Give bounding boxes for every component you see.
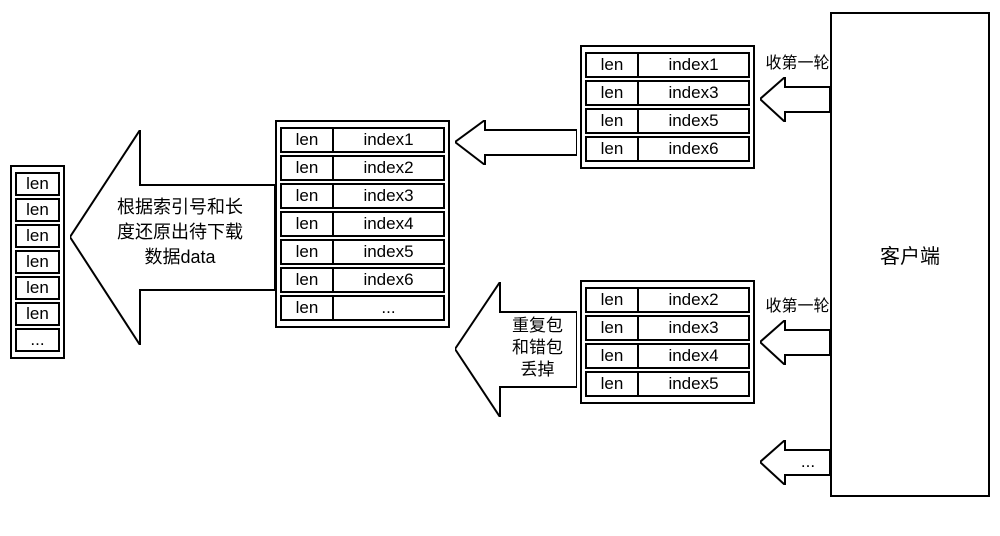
c-r1-c1: len (282, 157, 334, 179)
c-r6-c2: ... (334, 297, 443, 319)
c-r4-c2: index5 (334, 241, 443, 263)
left-row-0: len (17, 174, 58, 194)
b-r3-c2: index5 (639, 373, 748, 395)
left-row-3: len (17, 252, 58, 272)
c-r3-c1: len (282, 213, 334, 235)
b-r3-c1: len (587, 373, 639, 395)
b-r1-c1: len (587, 317, 639, 339)
left-stack: len len len len len len ... (10, 165, 65, 359)
b-r0-c1: len (587, 289, 639, 311)
left-row-4: len (17, 278, 58, 298)
left-row-1: len (17, 200, 58, 220)
b-r0-c2: index2 (639, 289, 748, 311)
b-r2-c1: len (587, 345, 639, 367)
center-top-arrow (455, 120, 577, 165)
t-r3-c1: len (587, 138, 639, 160)
c-r5-c2: index6 (334, 269, 443, 291)
mid-arrow-l2: 和错包 (512, 338, 563, 357)
left-arrow-l1: 根据索引号和长 (117, 197, 243, 217)
center-stack: lenindex1 lenindex2 lenindex3 lenindex4 … (275, 120, 450, 328)
bottom-stack: lenindex2 lenindex3 lenindex4 lenindex5 (580, 280, 755, 404)
left-row-2: len (17, 226, 58, 246)
c-r0-c2: index1 (334, 129, 443, 151)
c-r2-c2: index3 (334, 185, 443, 207)
left-row-5: len (17, 304, 58, 324)
t-r3-c2: index6 (639, 138, 748, 160)
t-r0-c2: index1 (639, 54, 748, 76)
c-r0-c1: len (282, 129, 334, 151)
t-r2-c2: index5 (639, 110, 748, 132)
t-r1-c2: index3 (639, 82, 748, 104)
c-r5-c1: len (282, 269, 334, 291)
top-stack: lenindex1 lenindex3 lenindex5 lenindex6 (580, 45, 755, 169)
b-r2-c2: index4 (639, 345, 748, 367)
center-bottom-arrow-label: 重复包 和错包 丢掉 (505, 315, 570, 381)
recv1-arrow (760, 77, 830, 122)
big-left-arrow-label: 根据索引号和长 度还原出待下载 数据data (100, 195, 260, 271)
recv2-label: 收第一轮 (760, 296, 835, 318)
b-r1-c2: index3 (639, 317, 748, 339)
c-r1-c2: index2 (334, 157, 443, 179)
c-r6-c1: len (282, 297, 334, 319)
c-r4-c1: len (282, 241, 334, 263)
client-label: 客户端 (880, 240, 940, 269)
recv2-arrow (760, 320, 830, 365)
left-arrow-l2: 度还原出待下载 (117, 222, 243, 242)
c-r3-c2: index4 (334, 213, 443, 235)
left-arrow-l3: 数据data (144, 247, 215, 267)
c-r2-c1: len (282, 185, 334, 207)
mid-arrow-l3: 丢掉 (521, 360, 555, 379)
dots-label: ... (793, 450, 823, 474)
t-r1-c1: len (587, 82, 639, 104)
left-row-6: ... (17, 330, 58, 350)
recv1-label: 收第一轮 (760, 53, 835, 75)
client-box: 客户端 (830, 12, 990, 497)
t-r2-c1: len (587, 110, 639, 132)
mid-arrow-l1: 重复包 (512, 316, 563, 335)
t-r0-c1: len (587, 54, 639, 76)
